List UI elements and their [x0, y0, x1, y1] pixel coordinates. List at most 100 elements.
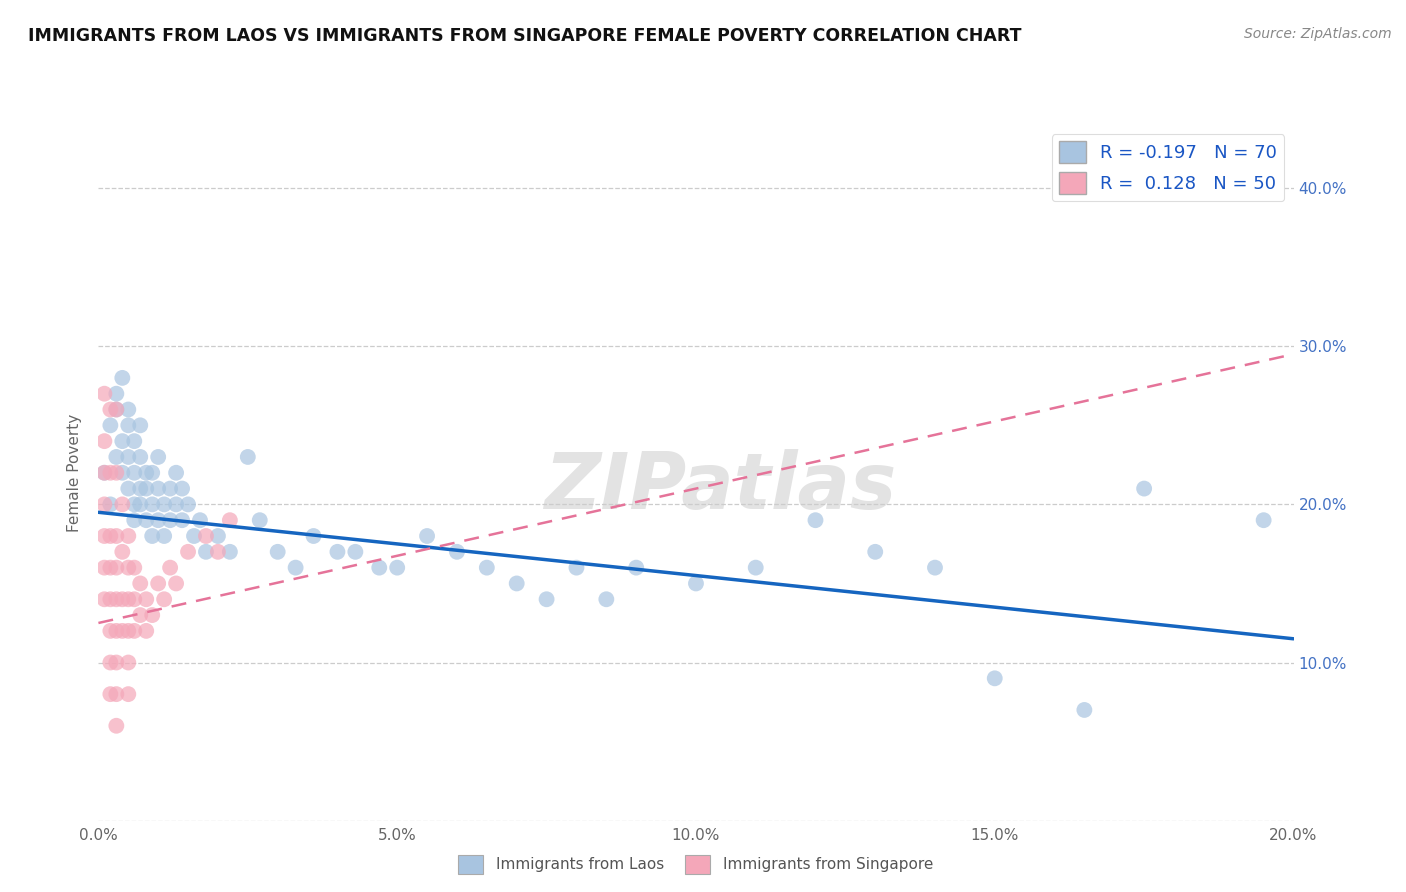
Point: [124, 497, 146, 511]
Point: [93, 434, 115, 449]
Point: [129, 418, 152, 433]
Point: [172, 482, 194, 496]
Point: [100, 497, 122, 511]
Point: [416, 529, 439, 543]
Point: [129, 482, 152, 496]
Point: [195, 545, 218, 559]
Point: [745, 560, 768, 574]
Point: [135, 592, 157, 607]
Point: [117, 656, 139, 670]
Point: [159, 513, 181, 527]
Point: [685, 576, 707, 591]
Point: [506, 576, 529, 591]
Point: [124, 624, 146, 638]
Point: [865, 545, 887, 559]
Point: [385, 560, 409, 574]
Point: [188, 513, 211, 527]
Point: [129, 497, 152, 511]
Point: [124, 513, 146, 527]
Point: [475, 560, 498, 574]
Point: [159, 482, 181, 496]
Point: [105, 466, 128, 480]
Point: [141, 529, 163, 543]
Legend: R = -0.197   N = 70, R =  0.128   N = 50: R = -0.197 N = 70, R = 0.128 N = 50: [1052, 134, 1285, 202]
Point: [111, 466, 134, 480]
Point: [141, 497, 163, 511]
Point: [177, 497, 200, 511]
Point: [117, 418, 139, 433]
Point: [93, 560, 115, 574]
Point: [100, 529, 122, 543]
Point: [302, 529, 325, 543]
Point: [159, 560, 181, 574]
Point: [195, 529, 218, 543]
Point: [117, 624, 139, 638]
Point: [100, 687, 122, 701]
Text: Immigrants from Laos: Immigrants from Laos: [495, 857, 664, 871]
Point: [105, 450, 128, 464]
Point: [100, 466, 122, 480]
Point: [124, 592, 146, 607]
Point: [93, 466, 115, 480]
Point: [111, 545, 134, 559]
Point: [105, 656, 128, 670]
Point: [100, 656, 122, 670]
Point: [165, 576, 187, 591]
Point: [148, 513, 170, 527]
Point: [153, 497, 176, 511]
Point: [141, 608, 163, 623]
Point: [105, 687, 128, 701]
Point: [111, 497, 134, 511]
Point: [129, 450, 152, 464]
Point: [124, 466, 146, 480]
Point: [105, 402, 128, 417]
Point: [105, 529, 128, 543]
Point: [111, 434, 134, 449]
Point: [93, 592, 115, 607]
Text: IMMIGRANTS FROM LAOS VS IMMIGRANTS FROM SINGAPORE FEMALE POVERTY CORRELATION CHA: IMMIGRANTS FROM LAOS VS IMMIGRANTS FROM …: [28, 27, 1022, 45]
Point: [105, 719, 128, 733]
Point: [1253, 513, 1275, 527]
Point: [536, 592, 558, 607]
Point: [207, 529, 229, 543]
Point: [177, 545, 200, 559]
Point: [148, 482, 170, 496]
Point: [207, 545, 229, 559]
Point: [129, 608, 152, 623]
Point: [172, 513, 194, 527]
Point: [267, 545, 290, 559]
Point: [135, 466, 157, 480]
Point: [804, 513, 827, 527]
Point: [1133, 482, 1156, 496]
Point: [153, 529, 176, 543]
Point: [124, 434, 146, 449]
Point: [344, 545, 367, 559]
Point: [117, 402, 139, 417]
Point: [93, 497, 115, 511]
Y-axis label: Female Poverty: Female Poverty: [67, 414, 83, 532]
Point: [111, 371, 134, 385]
Point: [105, 402, 128, 417]
Point: [368, 560, 391, 574]
Point: [219, 545, 242, 559]
Point: [565, 560, 588, 574]
Point: [135, 482, 157, 496]
Point: [93, 529, 115, 543]
Text: ZIPatlas: ZIPatlas: [544, 449, 896, 524]
Point: [117, 529, 139, 543]
Point: [100, 418, 122, 433]
Point: [105, 560, 128, 574]
Point: [165, 466, 187, 480]
Point: [446, 545, 468, 559]
Point: [105, 624, 128, 638]
Point: [924, 560, 946, 574]
Point: [219, 513, 242, 527]
Point: [117, 592, 139, 607]
Point: [105, 592, 128, 607]
Point: [100, 592, 122, 607]
Point: [100, 624, 122, 638]
Point: [111, 592, 134, 607]
Point: [236, 450, 259, 464]
Point: [105, 386, 128, 401]
Point: [135, 513, 157, 527]
